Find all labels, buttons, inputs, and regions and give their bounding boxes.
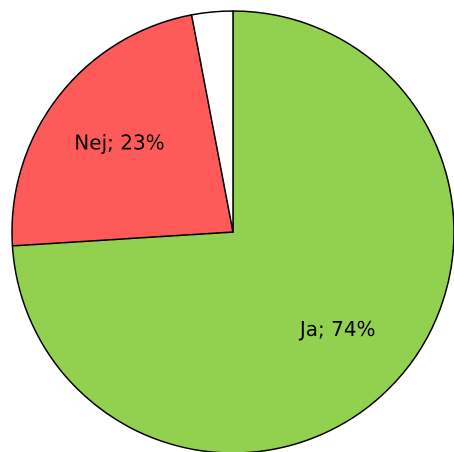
data-label: Ja; 74% [298,317,376,341]
data-label: Nej; 23% [74,130,164,154]
pie-slice [11,14,234,247]
pie-slice [190,10,234,233]
